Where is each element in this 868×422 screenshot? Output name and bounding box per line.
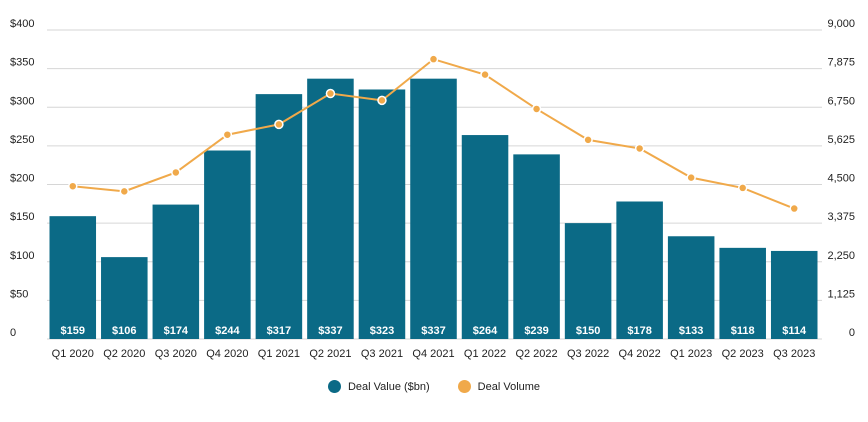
bar bbox=[668, 236, 715, 339]
bar-value-label: $337 bbox=[421, 325, 445, 337]
x-tick-label: Q2 2023 bbox=[722, 348, 764, 360]
x-axis: Q1 2020 Q2 2020 Q3 2020 Q4 2020 Q1 2021 Q2 20… bbox=[52, 348, 816, 360]
y-right-tick-label: 9,000 bbox=[827, 18, 855, 30]
y-right-tick-label: 5,625 bbox=[827, 134, 855, 146]
line-point bbox=[481, 71, 489, 79]
x-tick-label: Q2 2020 bbox=[103, 348, 145, 360]
line-point bbox=[275, 120, 283, 128]
legend-label-deal-value: Deal Value ($bn) bbox=[348, 381, 430, 393]
y-left-tick-label: $200 bbox=[10, 173, 34, 185]
line-point bbox=[430, 55, 438, 63]
bar-value-label: $244 bbox=[215, 325, 240, 337]
line-point bbox=[172, 168, 180, 176]
line-point bbox=[790, 205, 798, 213]
x-tick-label: Q3 2020 bbox=[155, 348, 197, 360]
y-left-tick-label: $250 bbox=[10, 134, 34, 146]
y-right-tick-label: 2,250 bbox=[827, 250, 855, 262]
x-tick-label: Q1 2021 bbox=[258, 348, 300, 360]
x-tick-label: Q1 2020 bbox=[52, 348, 94, 360]
line-point bbox=[687, 174, 695, 182]
bar-value-label: $337 bbox=[318, 325, 342, 337]
y-right-tick-label: 6,750 bbox=[827, 95, 855, 107]
bar-value-label: $106 bbox=[112, 325, 136, 337]
x-tick-label: Q4 2022 bbox=[619, 348, 661, 360]
y-right-tick-label: 3,375 bbox=[827, 211, 855, 223]
line-point bbox=[739, 184, 747, 192]
bar bbox=[204, 151, 251, 339]
right-axis: 0 1,125 2,250 3,375 4,500 5,625 6,750 7,875 9,00… bbox=[827, 18, 855, 339]
bar bbox=[256, 94, 303, 339]
y-left-tick-label: $400 bbox=[10, 18, 34, 30]
legend-item-deal-volume: Deal Volume bbox=[458, 380, 540, 393]
y-right-tick-label: 0 bbox=[849, 327, 855, 339]
line-point bbox=[223, 131, 231, 139]
legend-swatch-deal-value bbox=[328, 380, 341, 393]
bar-series-deal-value: $159 $106 $174 $244 $317 $337 $323 $337 $264 $239… bbox=[50, 79, 818, 339]
legend: Deal Value ($bn) Deal Volume bbox=[0, 380, 868, 393]
line-point bbox=[533, 105, 541, 113]
y-right-tick-label: 4,500 bbox=[827, 173, 855, 185]
bar-value-label: $239 bbox=[524, 325, 548, 337]
legend-item-deal-value: Deal Value ($bn) bbox=[328, 380, 430, 393]
x-tick-label: Q2 2022 bbox=[515, 348, 557, 360]
bar bbox=[616, 201, 663, 339]
y-left-tick-label: $100 bbox=[10, 250, 34, 262]
line-point bbox=[326, 90, 334, 98]
bar bbox=[307, 79, 354, 339]
legend-swatch-deal-volume bbox=[458, 380, 471, 393]
y-left-tick-label: 0 bbox=[10, 327, 16, 339]
bar-value-label: $118 bbox=[731, 325, 755, 337]
bar-value-label: $323 bbox=[370, 325, 394, 337]
bar-value-label: $150 bbox=[576, 325, 600, 337]
combo-chart: 0 $50 $100 $150 $200 $250 $300 $350 $400 0 1,125 2… bbox=[0, 0, 868, 422]
bar-value-label: $174 bbox=[164, 325, 189, 337]
x-tick-label: Q4 2020 bbox=[206, 348, 248, 360]
bar-value-label: $264 bbox=[473, 325, 498, 337]
bar bbox=[153, 205, 200, 339]
y-right-tick-label: 1,125 bbox=[827, 288, 855, 300]
line-point bbox=[120, 187, 128, 195]
line-point bbox=[69, 182, 77, 190]
y-left-tick-label: $150 bbox=[10, 211, 34, 223]
y-left-tick-label: $50 bbox=[10, 288, 28, 300]
left-axis: 0 $50 $100 $150 $200 $250 $300 $350 $400 bbox=[10, 18, 34, 339]
x-tick-label: Q3 2021 bbox=[361, 348, 403, 360]
line-point bbox=[378, 96, 386, 104]
line-point bbox=[584, 136, 592, 144]
x-tick-label: Q3 2023 bbox=[773, 348, 815, 360]
bar-value-label: $159 bbox=[61, 325, 85, 337]
line-point bbox=[636, 144, 644, 152]
x-tick-label: Q1 2023 bbox=[670, 348, 712, 360]
bar-value-label: $114 bbox=[782, 325, 807, 337]
x-tick-label: Q2 2021 bbox=[309, 348, 351, 360]
y-left-tick-label: $350 bbox=[10, 57, 34, 69]
bar bbox=[50, 216, 97, 339]
bar bbox=[359, 89, 406, 339]
y-right-tick-label: 7,875 bbox=[827, 57, 855, 69]
bar bbox=[513, 154, 560, 339]
bar-value-label: $317 bbox=[267, 325, 291, 337]
bar bbox=[410, 79, 457, 339]
bar-value-label: $178 bbox=[627, 325, 651, 337]
x-tick-label: Q1 2022 bbox=[464, 348, 506, 360]
bar bbox=[462, 135, 509, 339]
legend-label-deal-volume: Deal Volume bbox=[478, 381, 540, 393]
bar-value-label: $133 bbox=[679, 325, 703, 337]
bar bbox=[565, 223, 612, 339]
x-tick-label: Q4 2021 bbox=[412, 348, 454, 360]
y-left-tick-label: $300 bbox=[10, 95, 34, 107]
x-tick-label: Q3 2022 bbox=[567, 348, 609, 360]
